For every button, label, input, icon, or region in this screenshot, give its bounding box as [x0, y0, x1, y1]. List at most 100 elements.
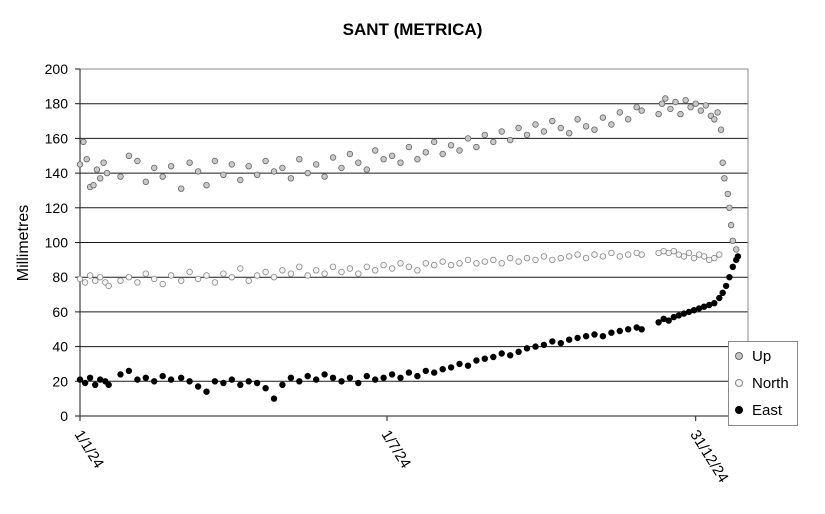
point-up-66 [599, 114, 607, 121]
point-north-79 [700, 253, 708, 260]
point-up-54 [498, 128, 505, 135]
point-east-0 [76, 376, 84, 383]
point-east-36 [363, 372, 370, 380]
point-up-72 [655, 110, 662, 118]
point-east-58 [549, 338, 556, 345]
point-north-58 [549, 256, 556, 264]
point-up-19 [203, 181, 210, 189]
point-north-23 [253, 272, 261, 279]
point-east-66 [616, 327, 623, 335]
point-up-42 [397, 159, 404, 166]
data-points [76, 95, 742, 402]
point-east-46 [447, 364, 455, 371]
point-up-27 [270, 168, 278, 175]
point-east-64 [599, 333, 607, 340]
point-east-13 [167, 376, 175, 383]
point-up-89 [724, 190, 731, 198]
point-east-35 [355, 379, 362, 387]
point-north-24 [262, 268, 269, 276]
y-tick-label-60: 60 [52, 304, 68, 320]
point-north-20 [228, 274, 235, 281]
point-east-55 [523, 345, 531, 352]
point-up-92 [729, 237, 736, 244]
point-north-69 [638, 251, 645, 258]
point-east-27 [287, 374, 295, 381]
point-east-12 [159, 372, 166, 380]
point-up-40 [380, 155, 387, 163]
point-north-33 [338, 268, 345, 276]
chart-title: SANT (METRICA) [342, 20, 483, 39]
point-east-63 [591, 331, 598, 338]
point-east-88 [734, 253, 742, 260]
point-up-49 [456, 147, 463, 154]
point-up-50 [464, 135, 472, 142]
x-tick-label-1: 1/7/24 [378, 427, 415, 471]
point-up-20 [211, 157, 219, 165]
point-east-69 [638, 326, 645, 333]
point-north-3 [91, 277, 99, 284]
legend-marker-up [735, 352, 743, 360]
point-east-7 [117, 371, 124, 378]
point-east-84 [722, 282, 730, 290]
point-up-70 [633, 103, 640, 111]
point-up-12 [142, 178, 149, 185]
point-up-43 [405, 143, 413, 151]
point-north-26 [279, 267, 286, 274]
point-north-59 [557, 254, 564, 262]
point-north-27 [287, 270, 295, 277]
series-north [76, 247, 723, 290]
point-east-67 [625, 326, 632, 333]
point-up-88 [721, 175, 728, 182]
point-north-63 [591, 251, 598, 258]
point-up-46 [431, 138, 438, 146]
point-east-72 [665, 317, 672, 324]
point-east-42 [414, 372, 421, 380]
point-east-53 [507, 352, 514, 359]
point-up-90 [726, 204, 733, 211]
point-up-14 [159, 173, 166, 180]
point-up-76 [672, 98, 679, 106]
y-tick-label-180: 180 [45, 96, 69, 112]
point-up-33 [321, 173, 328, 180]
point-north-34 [346, 265, 354, 272]
point-up-74 [662, 95, 669, 102]
point-up-18 [194, 168, 202, 175]
point-up-61 [557, 124, 564, 132]
point-up-36 [346, 150, 354, 158]
point-up-15 [167, 162, 175, 170]
point-up-68 [616, 109, 623, 116]
y-tick-label-0: 0 [60, 408, 68, 424]
y-tick-label-20: 20 [52, 373, 68, 389]
point-east-40 [397, 374, 404, 381]
point-north-36 [363, 263, 370, 270]
point-up-26 [262, 157, 269, 165]
point-north-41 [405, 263, 413, 270]
point-east-59 [557, 339, 564, 347]
point-north-0 [76, 275, 84, 283]
y-tick-label-140: 140 [45, 165, 69, 181]
point-up-64 [582, 123, 590, 130]
point-north-29 [304, 272, 311, 279]
point-east-70 [655, 319, 662, 326]
point-north-4 [96, 274, 104, 281]
point-north-8 [125, 274, 133, 281]
point-east-19 [220, 379, 227, 387]
point-up-22 [228, 161, 235, 168]
point-up-86 [717, 126, 725, 133]
point-up-69 [625, 116, 632, 123]
point-up-93 [733, 246, 740, 253]
point-up-48 [447, 142, 455, 149]
point-up-57 [523, 131, 531, 139]
point-up-45 [422, 149, 429, 156]
point-east-82 [716, 294, 723, 302]
point-north-81 [711, 254, 718, 262]
point-north-56 [532, 256, 539, 264]
point-north-82 [716, 251, 723, 258]
point-east-21 [237, 381, 244, 388]
legend-item-east: East [735, 400, 782, 420]
point-north-7 [117, 277, 124, 284]
series-east [76, 253, 742, 402]
point-north-25 [270, 274, 278, 281]
point-up-8 [103, 169, 111, 177]
point-up-73 [658, 100, 666, 107]
